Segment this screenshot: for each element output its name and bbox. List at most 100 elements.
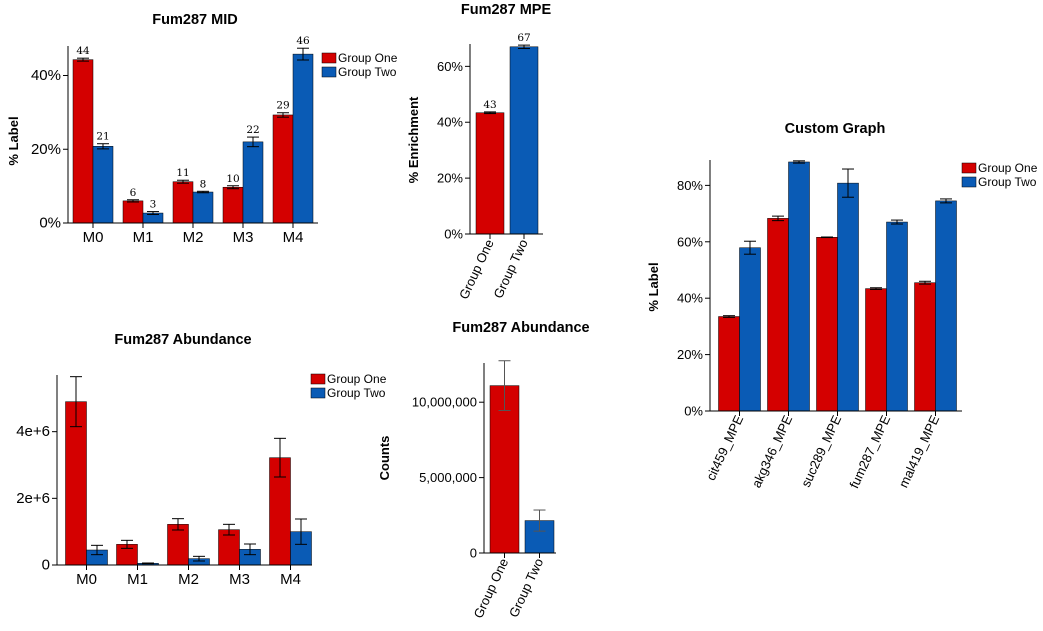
legend-label-group-one: Group One [338, 51, 398, 65]
x-tick-label: cit459_MPE [703, 413, 746, 483]
chart-mid: Fum287 MID % Label 44 21 6 3 11 8 10 22 29 46 0% 2… [6, 12, 398, 246]
bar [489, 385, 520, 554]
bar [509, 46, 539, 235]
legend: Group One Group Two [310, 372, 387, 400]
y-tick-label: 60% [677, 234, 703, 249]
y-tick-label: 20% [677, 347, 703, 362]
y-tick-label: 0 [470, 546, 477, 561]
x-tick-label: M0 [83, 229, 104, 246]
bar [837, 182, 859, 412]
legend-swatch-group-one [961, 162, 977, 174]
chart-custom: Custom Graph % Label 0% 20% 40% 60% 80% cit45… [646, 121, 1038, 491]
x-tick-label: fum287_MPE [846, 413, 893, 491]
y-tick-label: 40% [31, 67, 61, 84]
chart-title: Fum287 MPE [461, 2, 552, 18]
x-tick-label: M3 [229, 571, 250, 588]
y-axis-label: Counts [377, 436, 392, 481]
bar [475, 112, 505, 235]
bars [718, 160, 957, 412]
data-label: 29 [276, 100, 289, 112]
chart-title: Fum287 Abundance [114, 332, 251, 348]
legend-label-group-two: Group Two [338, 65, 397, 79]
chart-mpe: Fum287 MPE % Enrichment 43 67 0% 20% 40% 60%… [406, 2, 551, 302]
legend-label-group-two: Group Two [327, 386, 386, 400]
y-tick-label: 40% [437, 115, 463, 130]
bar [886, 221, 908, 412]
x-tick-label: mal419_MPE [896, 413, 943, 490]
x-tick-label: akg346_MPE [749, 413, 796, 490]
legend: Group One Group Two [961, 161, 1038, 189]
ticks: 0% 20% 40% M0 M1 M2 M3 M4 [31, 46, 318, 246]
chart-abundance-mid: Fum287 Abundance 0 2e+6 4e+6 M0 M1 M2 M3 M4 Gro… [16, 332, 386, 588]
bar [242, 141, 264, 224]
legend-swatch-group-one [310, 373, 326, 385]
bar [914, 282, 936, 412]
x-tick-label: M1 [133, 229, 154, 246]
y-tick-label: 10,000,000 [412, 395, 477, 410]
bars: 43 67 [475, 32, 539, 235]
y-tick-label: 0% [684, 404, 703, 419]
y-tick-label: 80% [677, 178, 703, 193]
bar [788, 161, 810, 412]
y-axis-label: % Enrichment [406, 96, 421, 183]
y-tick-label: 2e+6 [16, 490, 50, 507]
ticks: 0 2e+6 4e+6 M0 M1 M2 M3 M4 [16, 375, 312, 588]
data-label: 10 [226, 173, 239, 185]
bar [222, 186, 244, 224]
data-label: 46 [296, 35, 310, 47]
bar [72, 59, 94, 224]
bar [718, 316, 740, 412]
x-tick-label: Group Two [506, 556, 546, 620]
bars: 44 21 6 3 11 8 10 22 29 46 [72, 35, 314, 224]
data-label: 44 [76, 45, 90, 57]
x-tick-label: M3 [233, 229, 254, 246]
bars [489, 360, 555, 554]
data-label: 3 [150, 199, 157, 211]
x-tick-label: M2 [178, 571, 199, 588]
x-tick-label: Group Two [490, 237, 530, 301]
bar [816, 237, 838, 412]
y-axis-label: % Label [6, 116, 21, 165]
bar [292, 53, 314, 224]
legend-label-group-one: Group One [327, 372, 387, 386]
x-tick-label: M4 [283, 229, 304, 246]
legend-swatch-group-two [321, 66, 337, 78]
legend-label-group-one: Group One [978, 161, 1038, 175]
legend-swatch-group-one [321, 52, 337, 64]
bar [865, 288, 887, 412]
chart-title: Fum287 Abundance [452, 320, 589, 336]
y-tick-label: 20% [31, 141, 61, 158]
x-tick-label: M1 [127, 571, 148, 588]
bar [92, 146, 114, 224]
bar [122, 200, 144, 224]
x-tick-label: suc289_MPE [798, 413, 844, 490]
data-label: 67 [517, 32, 530, 44]
y-tick-label: 0% [39, 215, 61, 232]
bar [767, 218, 789, 412]
chart-title: Fum287 MID [152, 12, 237, 28]
bar [739, 247, 761, 412]
y-tick-label: 4e+6 [16, 423, 50, 440]
data-label: 22 [246, 124, 259, 136]
data-label: 21 [96, 131, 109, 143]
chart-title: Custom Graph [785, 121, 886, 137]
data-label: 8 [200, 178, 207, 190]
bar [192, 191, 214, 224]
bars [65, 376, 312, 566]
x-tick-label: Group One [470, 556, 511, 621]
y-axis-label: % Label [646, 262, 661, 311]
y-tick-label: 40% [677, 291, 703, 306]
data-label: 11 [176, 167, 189, 179]
bar [272, 114, 294, 224]
x-tick-label: M0 [76, 571, 97, 588]
legend-label-group-two: Group Two [978, 175, 1037, 189]
chart-abundance-groups: Fum287 Abundance Counts 0 5,000,000 10,000… [377, 320, 590, 621]
data-label: 6 [130, 187, 137, 199]
y-tick-label: 60% [437, 59, 463, 74]
bar [935, 200, 957, 412]
y-tick-label: 0% [444, 227, 463, 242]
y-tick-label: 0 [42, 557, 50, 574]
x-tick-label: M2 [183, 229, 204, 246]
legend: Group One Group Two [321, 51, 398, 79]
